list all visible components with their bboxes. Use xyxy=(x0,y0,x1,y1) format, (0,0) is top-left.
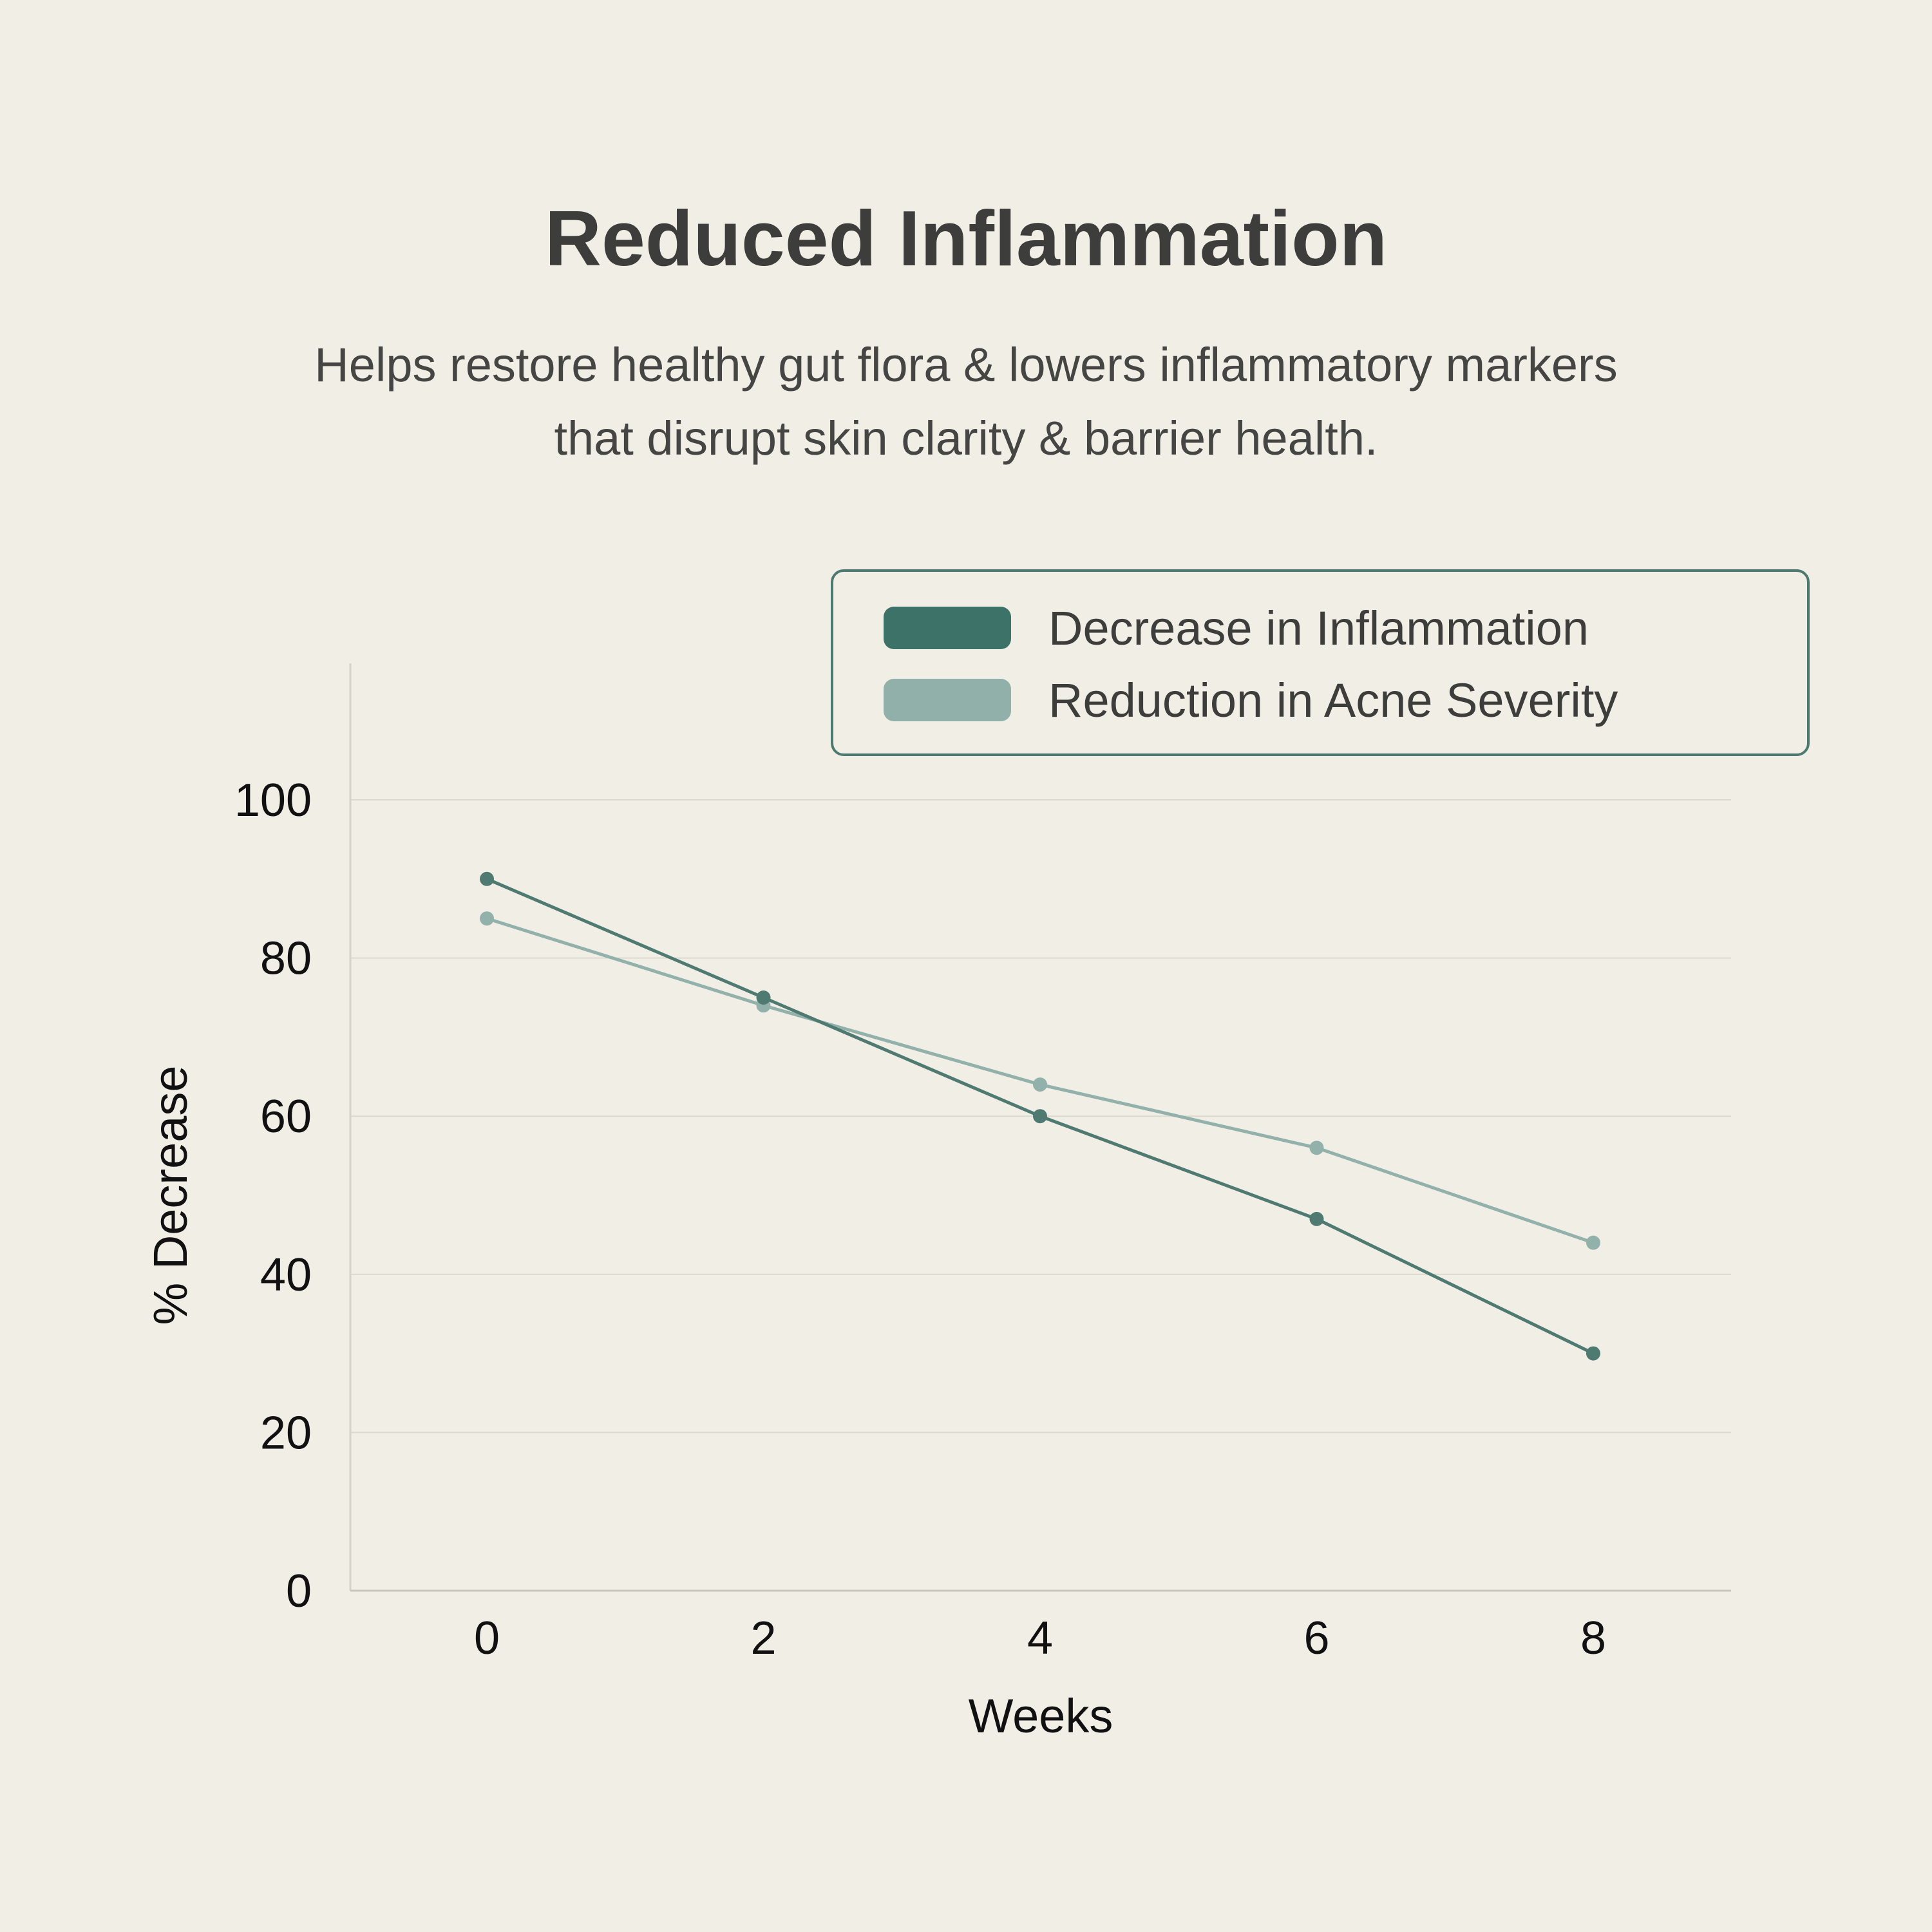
gridlines xyxy=(350,799,1731,1434)
legend-swatch-dark xyxy=(884,607,1011,649)
subtitle-line-1: Helps restore healthy gut flora & lowers… xyxy=(314,338,1618,392)
x-tick-label: 0 xyxy=(474,1613,500,1664)
series-1 xyxy=(480,911,1600,1250)
y-tick-label: 40 xyxy=(260,1249,312,1301)
data-point[interactable] xyxy=(480,911,494,926)
y-tick-label: 80 xyxy=(260,933,312,985)
y-tick-label: 0 xyxy=(286,1566,312,1617)
y-tick-label: 20 xyxy=(260,1407,312,1459)
data-point[interactable] xyxy=(1033,1109,1047,1124)
data-point[interactable] xyxy=(1033,1077,1047,1092)
data-point[interactable] xyxy=(1309,1141,1324,1155)
x-tick-label: 6 xyxy=(1303,1613,1329,1664)
x-tick-label: 8 xyxy=(1580,1613,1606,1664)
legend: Decrease in Inflammation Reduction in Ac… xyxy=(831,569,1810,756)
y-axis-title: % Decrease xyxy=(144,1065,197,1325)
legend-swatch-light xyxy=(884,679,1011,721)
legend-label: Decrease in Inflammation xyxy=(1048,601,1589,655)
legend-label: Reduction in Acne Severity xyxy=(1048,673,1618,727)
data-point[interactable] xyxy=(1309,1211,1324,1226)
series-lines xyxy=(480,871,1600,1361)
y-tick-labels: 0 20 40 60 80 100 xyxy=(234,775,312,1617)
legend-item-inflammation[interactable]: Decrease in Inflammation xyxy=(884,601,1589,655)
data-point[interactable] xyxy=(1586,1346,1600,1361)
chart-subtitle: Helps restore healthy gut flora & lowers… xyxy=(193,328,1739,475)
subtitle-line-2: that disrupt skin clarity & barrier heal… xyxy=(554,412,1378,465)
data-point[interactable] xyxy=(480,871,494,886)
data-point[interactable] xyxy=(756,990,771,1005)
legend-item-acne[interactable]: Reduction in Acne Severity xyxy=(884,674,1618,727)
x-axis-title: Weeks xyxy=(969,1689,1113,1743)
x-tick-label: 4 xyxy=(1027,1613,1053,1664)
series-0 xyxy=(480,871,1600,1361)
chart-title: Reduced Inflammation xyxy=(544,194,1388,282)
data-point[interactable] xyxy=(1586,1235,1600,1250)
x-tick-labels: 0 2 4 6 8 xyxy=(474,1613,1606,1664)
y-tick-label: 100 xyxy=(234,775,312,826)
x-tick-label: 2 xyxy=(750,1613,776,1664)
y-tick-label: 60 xyxy=(260,1091,312,1142)
